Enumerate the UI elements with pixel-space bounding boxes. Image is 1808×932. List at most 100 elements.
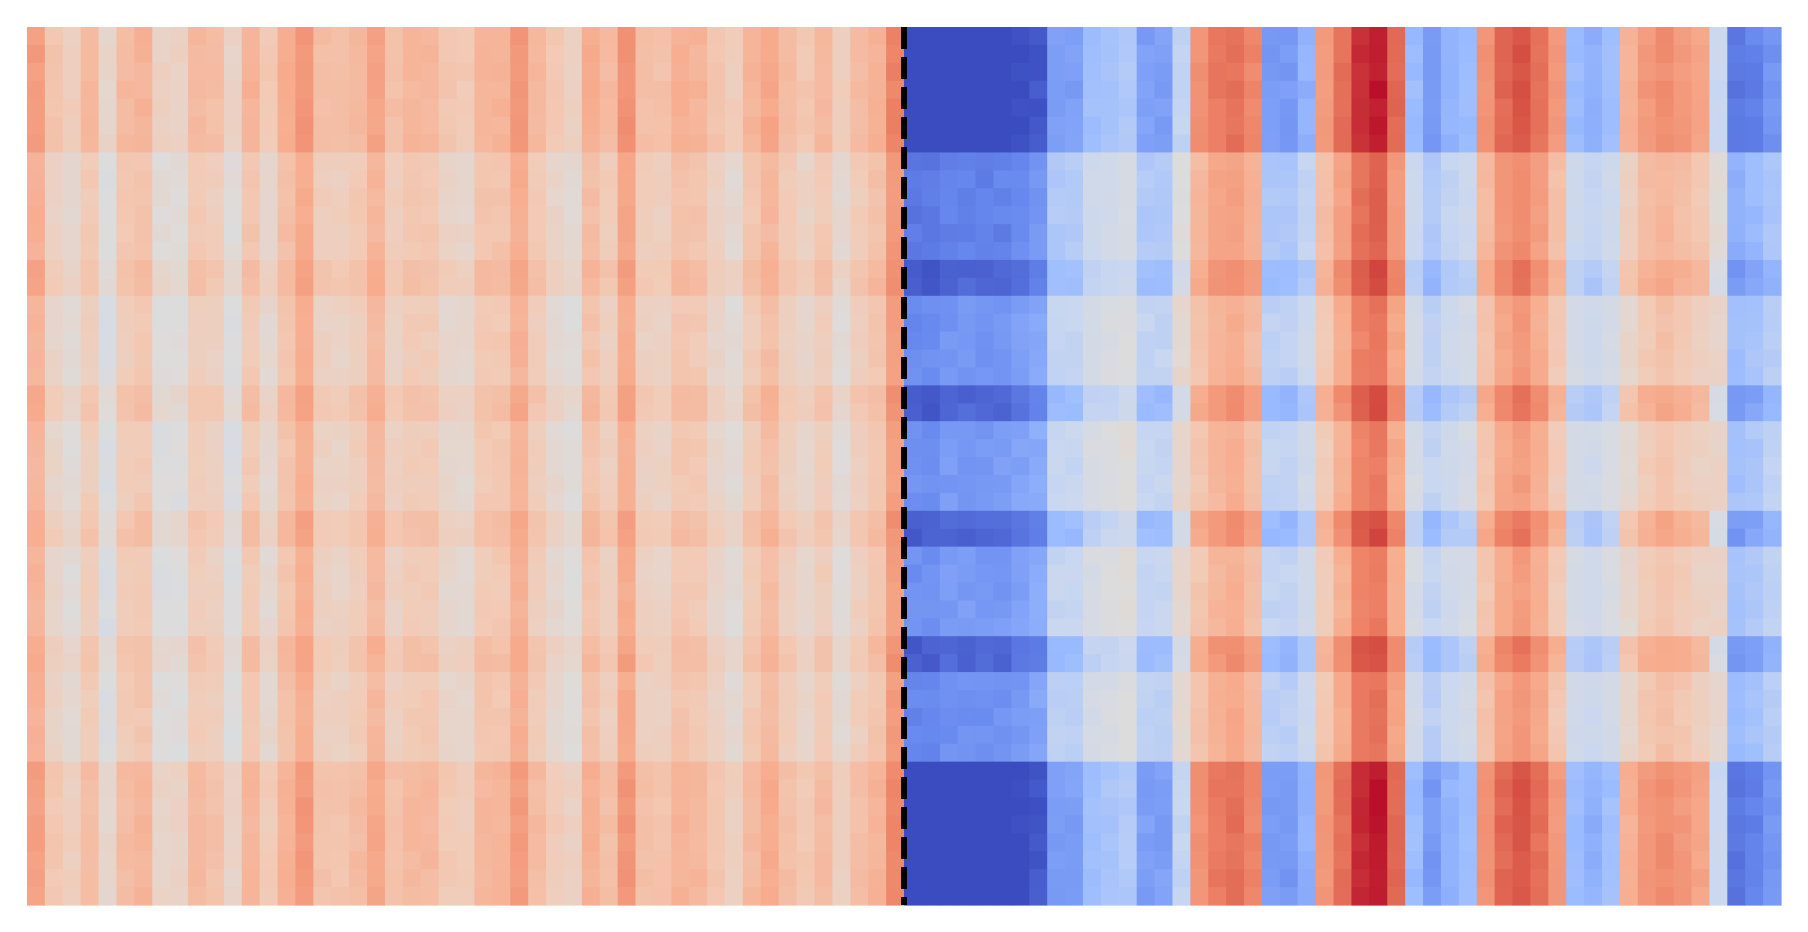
heatmap-cell xyxy=(259,98,279,118)
heatmap-cell xyxy=(635,618,655,637)
heatmap-cell xyxy=(546,349,565,369)
heatmap-cell xyxy=(1297,582,1317,601)
heatmap-cell xyxy=(98,546,118,566)
heatmap-cell xyxy=(1548,600,1567,619)
heatmap-cell xyxy=(528,313,547,333)
heatmap-cell xyxy=(1208,887,1227,906)
heatmap-cell xyxy=(62,689,82,709)
heatmap-cell xyxy=(1279,259,1299,279)
heatmap-cell xyxy=(223,851,243,870)
heatmap-cell xyxy=(1423,797,1442,817)
heatmap-cell xyxy=(904,295,923,315)
heatmap-cell xyxy=(510,385,529,404)
heatmap-cell xyxy=(1369,367,1388,386)
heatmap-cell xyxy=(205,439,225,458)
heatmap-cell xyxy=(1333,851,1353,870)
heatmap-cell xyxy=(1333,474,1353,494)
heatmap-cell xyxy=(1745,331,1764,351)
heatmap-cell xyxy=(653,725,672,745)
heatmap-cell xyxy=(510,134,529,154)
heatmap-cell xyxy=(510,206,529,225)
heatmap-cell xyxy=(725,206,744,225)
heatmap-cell xyxy=(1082,528,1102,548)
heatmap-cell xyxy=(223,152,243,171)
heatmap-cell xyxy=(367,689,386,709)
heatmap-cell xyxy=(904,761,923,781)
heatmap-cell xyxy=(116,600,135,619)
heatmap-cell xyxy=(778,277,798,297)
heatmap-cell xyxy=(689,654,708,673)
heatmap-cell xyxy=(223,707,243,727)
heatmap-cell xyxy=(1512,797,1532,817)
heatmap-cell xyxy=(581,492,601,512)
heatmap-cell xyxy=(1136,349,1156,369)
heatmap-cell xyxy=(1011,403,1030,422)
heatmap-cell xyxy=(1727,761,1746,781)
heatmap-cell xyxy=(438,403,458,422)
heatmap-cell xyxy=(1566,869,1585,888)
heatmap-cell xyxy=(904,188,923,207)
heatmap-cell xyxy=(223,654,243,673)
heatmap-cell xyxy=(1154,564,1174,584)
heatmap-cell xyxy=(581,654,601,673)
heatmap-cell xyxy=(707,331,726,351)
heatmap-cell xyxy=(27,313,46,333)
heatmap-cell xyxy=(1226,170,1245,189)
heatmap-cell xyxy=(1709,797,1728,817)
heatmap-cell xyxy=(1029,457,1048,476)
heatmap-cell xyxy=(528,331,547,351)
heatmap-cell xyxy=(62,349,82,369)
heatmap-cell xyxy=(1405,367,1424,386)
heatmap-cell xyxy=(1369,242,1388,261)
heatmap-cell xyxy=(1619,725,1639,745)
heatmap-cell xyxy=(1709,851,1728,870)
heatmap-cell xyxy=(904,815,923,834)
heatmap-cell xyxy=(1548,421,1567,440)
heatmap-cell xyxy=(617,170,637,189)
heatmap-cell xyxy=(134,170,153,189)
heatmap-cell xyxy=(707,385,726,404)
heatmap-cell xyxy=(653,98,672,118)
heatmap-cell xyxy=(563,295,583,315)
heatmap-cell xyxy=(1458,277,1478,297)
heatmap-cell xyxy=(1118,833,1138,852)
heatmap-cell xyxy=(1745,761,1764,781)
heatmap-cell xyxy=(1100,403,1120,422)
heatmap-cell xyxy=(832,689,851,709)
heatmap-cell xyxy=(1745,689,1764,709)
heatmap-cell xyxy=(725,546,744,566)
heatmap-cell xyxy=(707,457,726,476)
heatmap-cell xyxy=(402,62,422,82)
heatmap-cell xyxy=(44,492,64,512)
heatmap-cell xyxy=(671,564,690,584)
heatmap-cell xyxy=(241,457,261,476)
heatmap-cell xyxy=(1494,815,1514,834)
heatmap-cell xyxy=(116,242,135,261)
heatmap-cell xyxy=(1226,600,1245,619)
heatmap-cell xyxy=(1530,439,1549,458)
heatmap-cell xyxy=(259,385,279,404)
heatmap-cell xyxy=(1387,869,1406,888)
heatmap-cell xyxy=(725,528,744,548)
heatmap-cell xyxy=(563,833,583,852)
heatmap-cell xyxy=(1530,134,1549,154)
heatmap-cell xyxy=(886,887,905,906)
heatmap-cell xyxy=(778,725,798,745)
heatmap-cell xyxy=(474,439,493,458)
heatmap-cell xyxy=(295,707,314,727)
heatmap-cell xyxy=(1369,27,1388,46)
heatmap-cell xyxy=(1369,134,1388,154)
heatmap-cell xyxy=(1333,779,1353,799)
heatmap-cell xyxy=(223,98,243,118)
heatmap-cell xyxy=(1745,457,1764,476)
heatmap-cell xyxy=(868,528,887,548)
heatmap-cell xyxy=(1244,707,1263,727)
heatmap-cell xyxy=(886,349,905,369)
heatmap-cell xyxy=(313,242,332,261)
heatmap-cell xyxy=(1208,546,1227,566)
heatmap-cell xyxy=(939,170,959,189)
heatmap-cell xyxy=(1619,385,1639,404)
heatmap-cell xyxy=(510,152,529,171)
heatmap-cell xyxy=(1602,62,1621,82)
heatmap-cell xyxy=(152,439,171,458)
